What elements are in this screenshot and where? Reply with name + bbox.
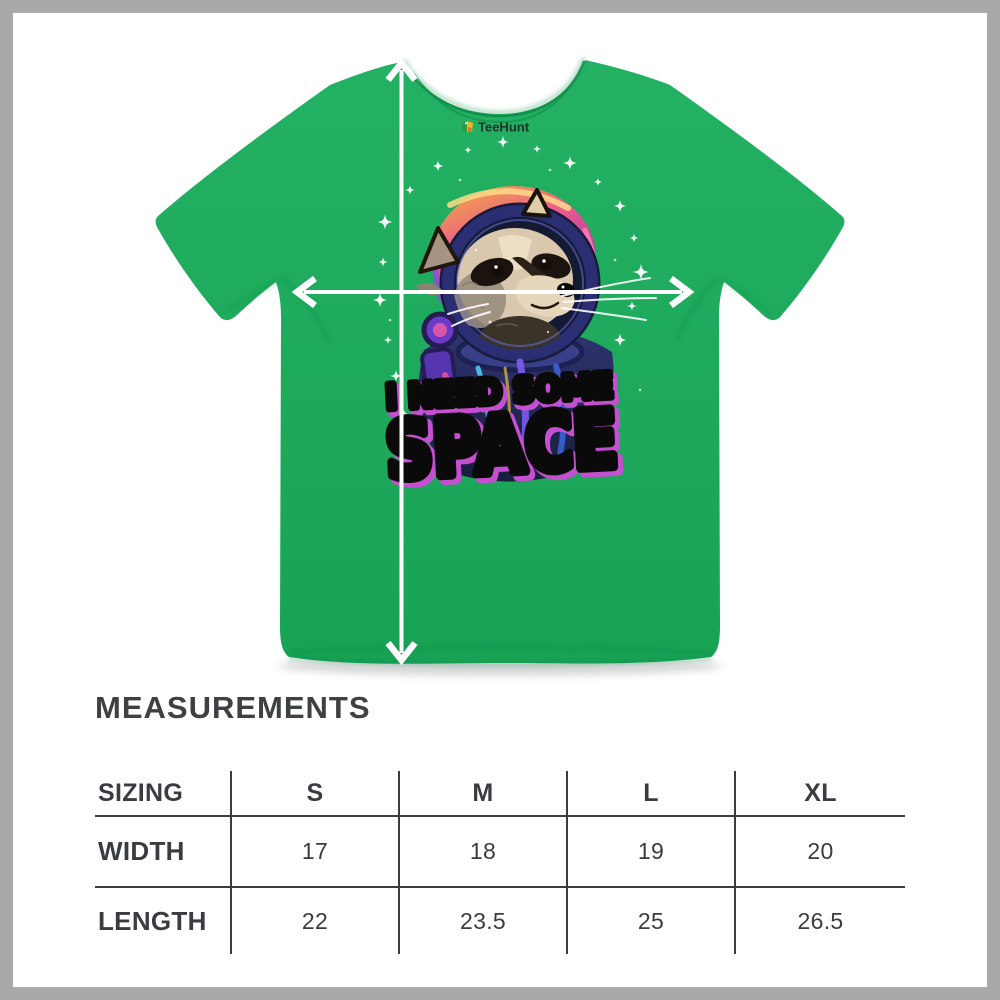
design-line2-outline: SPACE xyxy=(388,399,624,501)
design-text-line2: SPACE SPACE xyxy=(378,390,630,507)
length-value-m: 23.5 xyxy=(400,888,568,954)
table-header-l: L xyxy=(568,771,736,817)
table-header-xl: XL xyxy=(736,771,905,817)
shirt-shading xyxy=(228,277,772,667)
length-value-l: 25 xyxy=(568,888,736,954)
table-header-sizing: SIZING xyxy=(95,771,232,817)
width-value-xl: 20 xyxy=(736,817,905,888)
brand-label: TeeHunt xyxy=(462,120,530,135)
collar xyxy=(400,57,587,124)
row-label-width: WIDTH xyxy=(95,817,232,888)
size-table: SIZING S M L XL WIDTH 17 18 19 20 LENGTH… xyxy=(95,771,905,954)
length-value-xl: 26.5 xyxy=(797,907,844,934)
raccoon-face xyxy=(454,228,575,350)
measurements-title: MEASUREMENTS xyxy=(95,690,371,725)
design-line2-text: SPACE xyxy=(383,395,619,497)
brand-logo-icon xyxy=(462,121,473,132)
length-value-s: 22 xyxy=(232,888,400,954)
brand-label-text: TeeHunt xyxy=(478,120,530,135)
width-value-l: 19 xyxy=(568,817,736,888)
width-arrow xyxy=(291,275,695,309)
product-photo: TeeHunt xyxy=(155,57,845,676)
shirt-graphic: I NEED SOME I NEED SOME SPACE SPACE xyxy=(372,135,657,507)
table-header-s: S xyxy=(232,771,400,817)
row-label-length: LENGTH xyxy=(95,888,232,954)
width-value-m: 18 xyxy=(400,817,568,888)
width-value-s: 17 xyxy=(232,817,400,888)
table-header-m: M xyxy=(400,771,568,817)
length-arrow xyxy=(385,57,418,666)
